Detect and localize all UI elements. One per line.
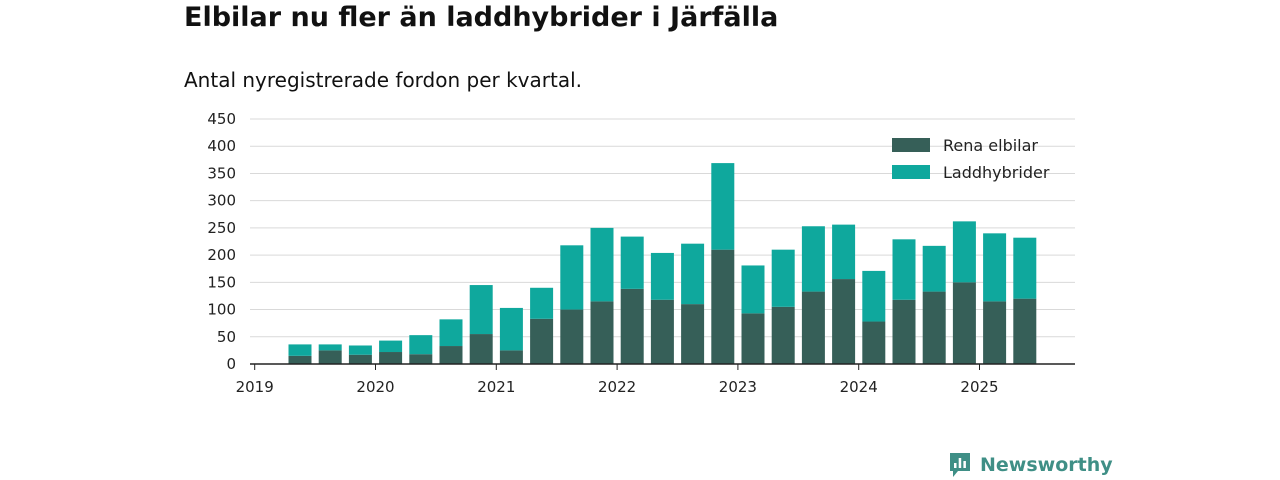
y-tick-label: 200 [207,246,236,264]
bar-laddhybrider [741,265,765,314]
x-tick-label: 2022 [598,378,636,396]
bar-rena-elbilar [348,354,372,364]
bar-laddhybrider [499,307,523,351]
bar-rena-elbilar [318,350,342,364]
x-tick-label: 2025 [960,378,998,396]
x-tick-label: 2023 [719,378,757,396]
legend-swatch [892,138,930,152]
y-tick-label: 350 [207,164,236,182]
bar-rena-elbilar [771,306,795,364]
bar-laddhybrider [439,319,463,347]
bar-laddhybrider [590,227,614,302]
bar-laddhybrider [318,344,342,351]
y-tick-label: 450 [207,110,236,128]
bar-rena-elbilar [590,301,614,364]
brand-logo: Newsworthy [948,451,1113,479]
bar-laddhybrider [379,340,403,353]
bar-rena-elbilar [922,291,946,364]
bar-laddhybrider [620,236,644,289]
legend-swatch [892,165,930,179]
bar-rena-elbilar [681,304,705,364]
bar-rena-elbilar [620,288,644,364]
bar-rena-elbilar [711,249,735,364]
bar-laddhybrider [922,245,946,292]
y-tick-label: 50 [217,328,236,346]
bar-laddhybrider [650,252,674,300]
bar-laddhybrider [801,226,825,292]
bar-rena-elbilar [832,279,856,364]
chart-subtitle: Antal nyregistrerade fordon per kvartal. [184,68,583,92]
bar-laddhybrider [832,224,856,280]
bar-rena-elbilar [288,355,312,364]
y-tick-label: 100 [207,301,236,319]
bar-rena-elbilar [560,309,584,364]
bar-laddhybrider [681,243,705,305]
bar-rena-elbilar [741,313,765,364]
brand-name: Newsworthy [980,454,1113,476]
x-tick-label: 2019 [236,378,274,396]
bar-rena-elbilar [983,301,1007,364]
y-tick-label: 300 [207,192,236,210]
bar-rena-elbilar [650,299,674,364]
bar-rena-elbilar [439,346,463,364]
y-tick-label: 400 [207,137,236,155]
bar-laddhybrider [409,335,433,355]
bar-laddhybrider [530,287,554,319]
bar-rena-elbilar [530,318,554,364]
bar-laddhybrider [288,344,312,356]
bar-laddhybrider [892,239,916,300]
chart-title: Elbilar nu fler än laddhybrider i Järfäl… [184,2,779,33]
y-tick-label: 0 [226,355,236,373]
y-tick-label: 150 [207,273,236,291]
bar-laddhybrider [711,163,735,250]
bar-laddhybrider [862,270,886,322]
bar-laddhybrider [348,345,372,355]
y-tick-label: 250 [207,219,236,237]
bar-rena-elbilar [409,354,433,364]
bar-laddhybrider [560,245,584,310]
bar-rena-elbilar [379,352,403,364]
bar-laddhybrider [771,249,795,307]
newsworthy-logo-icon [950,453,970,477]
x-tick-label: 2021 [477,378,515,396]
bar-laddhybrider [952,221,976,283]
x-tick-label: 2020 [356,378,394,396]
bar-rena-elbilar [801,291,825,364]
bar-rena-elbilar [469,334,493,364]
bar-laddhybrider [983,233,1007,302]
bar-laddhybrider [1013,237,1037,299]
legend-label: Laddhybrider [943,163,1050,182]
bar-rena-elbilar [952,282,976,364]
bar-rena-elbilar [892,299,916,364]
bar-rena-elbilar [1013,298,1037,364]
x-tick-label: 2024 [840,378,878,396]
bar-laddhybrider [469,285,493,335]
legend-label: Rena elbilar [943,136,1038,155]
bar-rena-elbilar [499,350,523,364]
bar-rena-elbilar [862,321,886,364]
